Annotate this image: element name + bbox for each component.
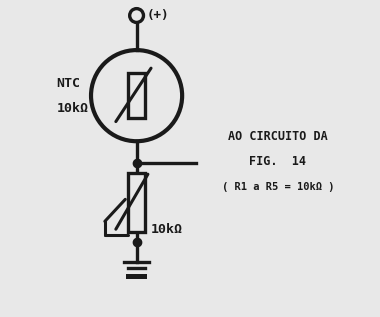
Text: ( R1 a R5 = 10kΩ ): ( R1 a R5 = 10kΩ ) bbox=[222, 182, 334, 192]
Bar bbox=[128, 73, 145, 119]
Bar bbox=[127, 274, 147, 279]
Bar bbox=[128, 173, 145, 232]
Text: 10kΩ: 10kΩ bbox=[151, 223, 183, 236]
Text: AO CIRCUITO DA: AO CIRCUITO DA bbox=[228, 130, 328, 143]
Text: 10kΩ: 10kΩ bbox=[57, 102, 89, 115]
Text: (+): (+) bbox=[147, 9, 169, 22]
Text: NTC: NTC bbox=[57, 77, 81, 90]
Text: FIG.  14: FIG. 14 bbox=[250, 155, 307, 168]
